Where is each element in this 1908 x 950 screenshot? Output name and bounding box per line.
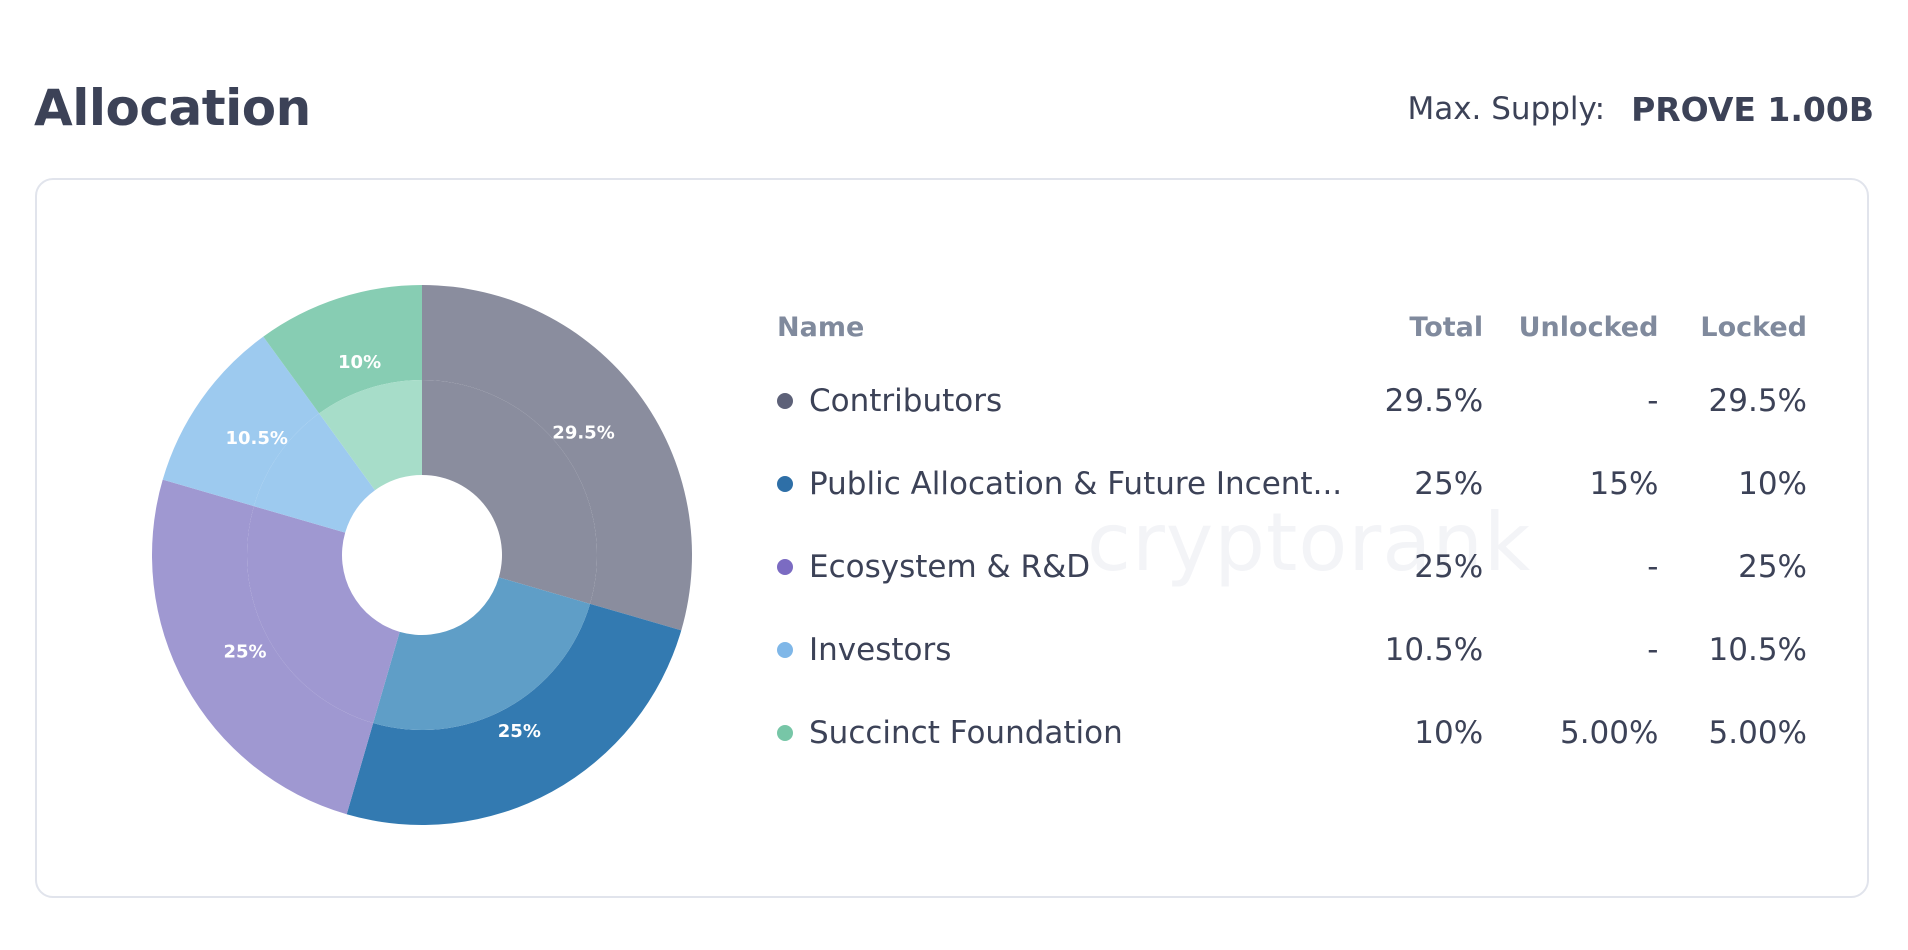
- row-total: 29.5%: [1384, 382, 1484, 419]
- pie-slices: [152, 285, 692, 825]
- page-title: Allocation: [34, 79, 311, 137]
- allocation-pie-chart: 29.5% 25% 25% 10.5% 10%: [152, 285, 692, 825]
- allocation-card: cryptorank 29.5% 25% 25% 10.5% 10% Name Tota…: [35, 178, 1869, 898]
- pie-slice-inner-contributors[interactable]: [422, 380, 597, 604]
- pie-slice-inner-succinct-foundation[interactable]: [319, 380, 422, 491]
- row-name: Contributors: [809, 382, 1003, 419]
- row-locked: 10%: [1738, 465, 1808, 502]
- row-unlocked: -: [1647, 382, 1659, 419]
- pie-slice-public-allocation-future-incent[interactable]: [346, 603, 682, 825]
- table-row[interactable]: Contributors 29.5% - 29.5%: [777, 359, 1807, 442]
- max-supply: Max. Supply: PROVE 1.00B: [1407, 84, 1874, 134]
- column-header-name[interactable]: Name: [777, 311, 865, 343]
- row-name: Succinct Foundation: [809, 714, 1123, 751]
- table-header: Name Total Unlocked Locked: [777, 295, 1807, 359]
- row-total: 25%: [1414, 465, 1484, 502]
- pie-slice-contributors[interactable]: [422, 285, 692, 631]
- pie-slice-inner-ecosystem-r-d[interactable]: [246, 506, 400, 724]
- pie-slice-label: 10%: [338, 352, 381, 373]
- pie-slice-inner-investors[interactable]: [253, 413, 375, 533]
- legend-dot-icon: [777, 558, 793, 575]
- pie-slice-investors[interactable]: [162, 336, 320, 507]
- pie-slice-ecosystem-r-d[interactable]: [152, 479, 374, 815]
- pie-slice-label: 10.5%: [226, 428, 288, 449]
- pie-slice-label: 29.5%: [552, 423, 614, 444]
- allocation-table: Name Total Unlocked Locked Contributors …: [777, 295, 1807, 774]
- pie-slice-label: 25%: [498, 721, 541, 742]
- row-unlocked: -: [1647, 631, 1659, 668]
- row-locked: 5.00%: [1708, 714, 1808, 751]
- row-total: 10.5%: [1384, 631, 1484, 668]
- column-header-unlocked[interactable]: Unlocked: [1518, 311, 1659, 343]
- row-name: Investors: [809, 631, 952, 668]
- legend-dot-icon: [777, 641, 793, 658]
- legend-dot-icon: [777, 475, 793, 492]
- max-supply-value: PROVE 1.00B: [1631, 89, 1874, 129]
- row-unlocked: 15%: [1589, 465, 1659, 502]
- pie-slice-labels: 29.5% 25% 25% 10.5% 10%: [223, 352, 614, 742]
- table-row[interactable]: Ecosystem & R&D 25% - 25%: [777, 525, 1807, 608]
- row-unlocked: 5.00%: [1559, 714, 1659, 751]
- legend-dot-icon: [777, 392, 793, 409]
- pie-slice-succinct-foundation[interactable]: [263, 285, 422, 414]
- pie-slice-label: 25%: [223, 641, 266, 662]
- legend-dot-icon: [777, 724, 793, 741]
- table-row[interactable]: Succinct Foundation 10% 5.00% 5.00%: [777, 691, 1807, 774]
- column-header-total[interactable]: Total: [1409, 311, 1484, 343]
- table-row[interactable]: Public Allocation & Future Incent... 25%…: [777, 442, 1807, 525]
- row-locked: 29.5%: [1708, 382, 1808, 419]
- pie-slice-inner-public-allocation-future-incent[interactable]: [373, 577, 591, 730]
- row-unlocked: -: [1647, 548, 1659, 585]
- max-supply-label: Max. Supply:: [1407, 91, 1606, 127]
- row-total: 10%: [1414, 714, 1484, 751]
- row-total: 25%: [1414, 548, 1484, 585]
- row-locked: 10.5%: [1708, 631, 1808, 668]
- table-row[interactable]: Investors 10.5% - 10.5%: [777, 608, 1807, 691]
- column-header-locked[interactable]: Locked: [1700, 311, 1808, 343]
- row-locked: 25%: [1738, 548, 1808, 585]
- row-name: Public Allocation & Future Incent...: [809, 465, 1343, 502]
- row-name: Ecosystem & R&D: [809, 548, 1091, 585]
